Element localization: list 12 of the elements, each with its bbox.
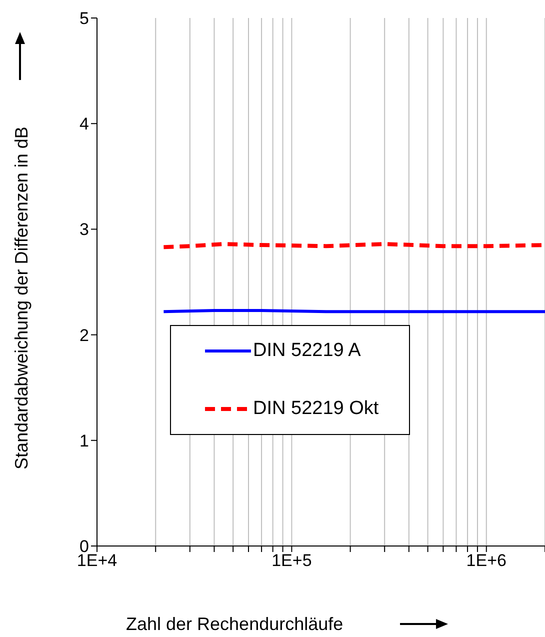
x-tick-label: 1E+4 — [76, 551, 118, 570]
legend-label: DIN 52219 A — [253, 340, 361, 362]
y-tick-label: 4 — [80, 114, 89, 134]
legend-label: DIN 52219 Okt — [253, 398, 379, 420]
y-tick-label: 5 — [80, 9, 89, 28]
y-tick-label: 3 — [80, 220, 89, 240]
x-tick-label: 1E+5 — [272, 551, 312, 570]
x-tick-label: 1E+6 — [466, 551, 506, 570]
y-axis-title: Standardabweichung der Differenzen in dB — [12, 126, 32, 470]
x-axis-title: Zahl der Rechendurchläufe — [126, 614, 344, 635]
y-tick-label: 2 — [80, 326, 89, 345]
y-tick-label: 1 — [80, 431, 89, 450]
